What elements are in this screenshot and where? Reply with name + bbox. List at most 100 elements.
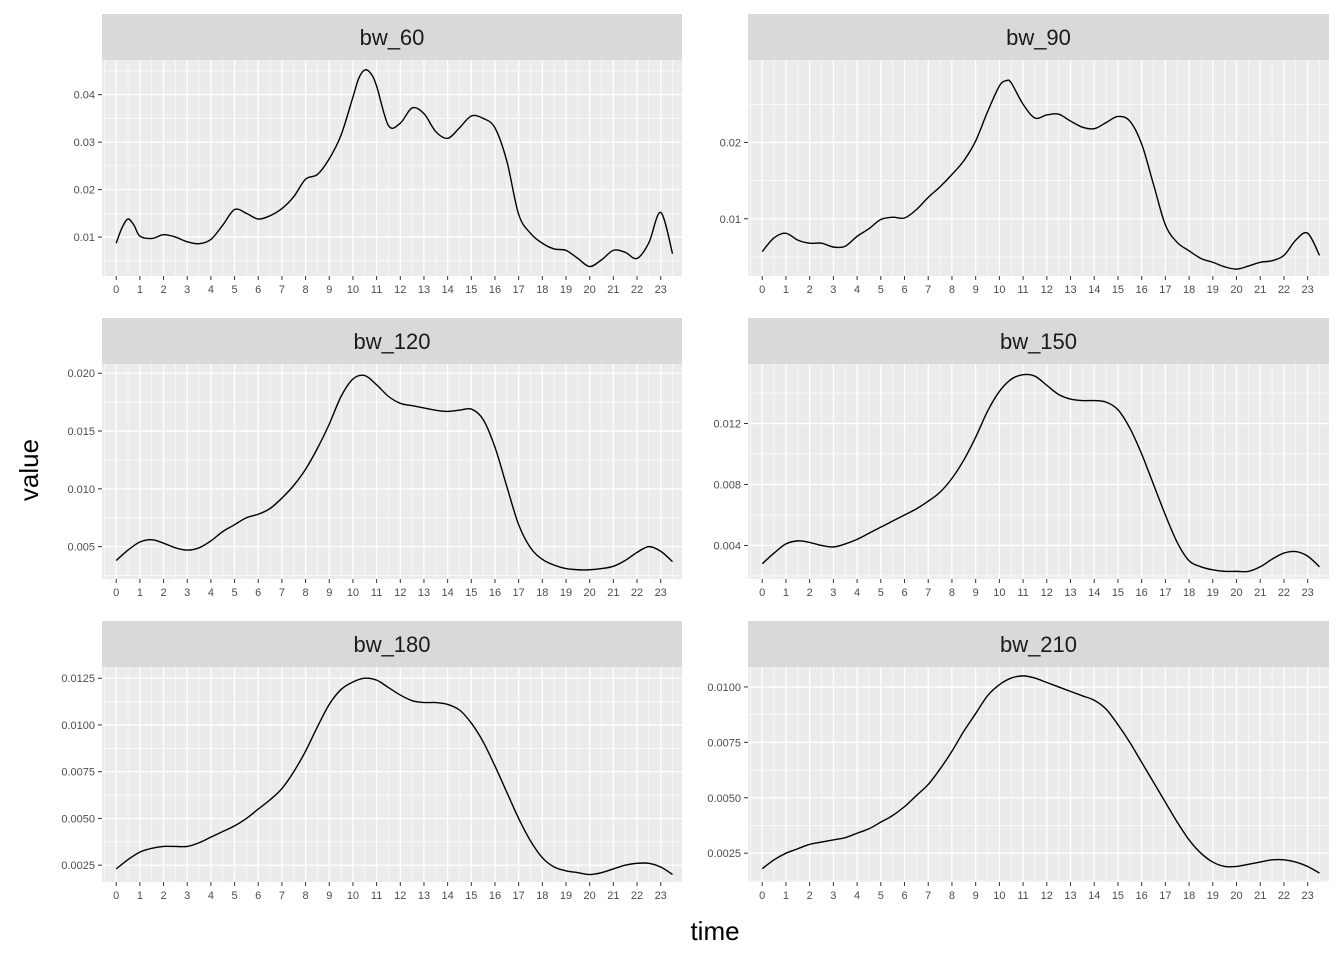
x-tick-label: 12 bbox=[394, 284, 406, 296]
series-line-bw_90 bbox=[761, 79, 1321, 270]
series-line-bw_120 bbox=[115, 374, 673, 571]
x-tick-label: 13 bbox=[1064, 890, 1076, 902]
x-tick-label: 9 bbox=[326, 587, 332, 599]
x-tick-label: 9 bbox=[973, 587, 979, 599]
y-tick-label: 0.0075 bbox=[707, 737, 741, 749]
x-tick-label: 19 bbox=[1207, 890, 1219, 902]
series-line-bw_150 bbox=[761, 373, 1320, 573]
x-tick-label: 9 bbox=[326, 890, 332, 902]
x-tick-label: 22 bbox=[1278, 587, 1290, 599]
y-tick-label: 0.0125 bbox=[61, 673, 95, 685]
x-tick-label: 23 bbox=[1302, 890, 1314, 902]
x-tick-label: 14 bbox=[442, 890, 454, 902]
x-tick-label: 2 bbox=[160, 890, 166, 902]
x-tick-label: 16 bbox=[1136, 890, 1148, 902]
x-tick-label: 19 bbox=[1207, 284, 1219, 296]
facet-title: bw_210 bbox=[1000, 632, 1077, 657]
y-tick-label: 0.015 bbox=[67, 426, 95, 438]
x-tick-label: 7 bbox=[925, 284, 931, 296]
x-tick-label: 8 bbox=[949, 890, 955, 902]
x-tick-label: 16 bbox=[1136, 587, 1148, 599]
x-tick-label: 20 bbox=[584, 284, 596, 296]
x-tick-label: 20 bbox=[1230, 587, 1242, 599]
y-tick-label: 0.0050 bbox=[707, 793, 741, 805]
panel-background bbox=[102, 667, 682, 882]
x-tick-label: 7 bbox=[279, 587, 285, 599]
x-tick-label: 5 bbox=[878, 890, 884, 902]
x-tick-label: 6 bbox=[901, 587, 907, 599]
y-tick-label: 0.005 bbox=[67, 542, 95, 554]
panel-background bbox=[748, 364, 1329, 579]
facet-strip bbox=[102, 14, 682, 60]
y-tick-label: 0.03 bbox=[74, 137, 95, 149]
x-tick-label: 19 bbox=[1207, 587, 1219, 599]
x-tick-label: 21 bbox=[607, 284, 619, 296]
x-tick-label: 14 bbox=[442, 587, 454, 599]
x-tick-label: 9 bbox=[973, 890, 979, 902]
x-tick-label: 5 bbox=[232, 587, 238, 599]
x-tick-label: 3 bbox=[184, 284, 190, 296]
x-tick-label: 17 bbox=[513, 890, 525, 902]
x-tick-label: 22 bbox=[631, 284, 643, 296]
x-tick-label: 14 bbox=[1088, 890, 1100, 902]
facet-title: bw_150 bbox=[1000, 329, 1077, 354]
x-tick-label: 21 bbox=[607, 587, 619, 599]
x-tick-label: 20 bbox=[1230, 890, 1242, 902]
x-tick-label: 18 bbox=[1183, 890, 1195, 902]
x-tick-label: 16 bbox=[489, 890, 501, 902]
x-tick-label: 17 bbox=[513, 284, 525, 296]
x-tick-label: 12 bbox=[394, 890, 406, 902]
x-tick-label: 12 bbox=[1041, 587, 1053, 599]
x-tick-label: 5 bbox=[232, 284, 238, 296]
x-tick-label: 2 bbox=[160, 284, 166, 296]
x-tick-label: 19 bbox=[560, 284, 572, 296]
y-tick-label: 0.0025 bbox=[61, 860, 95, 872]
x-tick-label: 0 bbox=[759, 587, 765, 599]
x-tick-label: 1 bbox=[137, 284, 143, 296]
x-tick-label: 8 bbox=[303, 587, 309, 599]
x-tick-label: 5 bbox=[878, 284, 884, 296]
x-tick-label: 6 bbox=[255, 587, 261, 599]
x-tick-label: 4 bbox=[854, 284, 860, 296]
x-tick-label: 22 bbox=[631, 587, 643, 599]
x-tick-label: 18 bbox=[536, 284, 548, 296]
x-tick-label: 6 bbox=[255, 284, 261, 296]
x-tick-label: 16 bbox=[489, 587, 501, 599]
x-tick-label: 13 bbox=[418, 587, 430, 599]
x-tick-label: 6 bbox=[901, 284, 907, 296]
x-tick-label: 10 bbox=[993, 284, 1005, 296]
x-tick-label: 3 bbox=[830, 284, 836, 296]
x-tick-label: 2 bbox=[807, 587, 813, 599]
x-tick-label: 6 bbox=[901, 890, 907, 902]
panel-background bbox=[102, 364, 682, 579]
y-tick-label: 0.020 bbox=[67, 368, 95, 380]
x-tick-label: 11 bbox=[1017, 284, 1028, 296]
x-tick-label: 1 bbox=[783, 284, 789, 296]
y-tick-label: 0.04 bbox=[74, 90, 95, 102]
series-line-bw_60 bbox=[115, 69, 674, 268]
x-tick-label: 7 bbox=[279, 284, 285, 296]
x-tick-label: 11 bbox=[371, 890, 382, 902]
x-tick-label: 1 bbox=[783, 587, 789, 599]
y-tick-label: 0.010 bbox=[67, 484, 95, 496]
x-tick-label: 15 bbox=[1112, 587, 1124, 599]
panel-background bbox=[748, 667, 1329, 882]
x-tick-label: 3 bbox=[830, 587, 836, 599]
x-tick-label: 5 bbox=[878, 587, 884, 599]
x-tick-label: 13 bbox=[1064, 284, 1076, 296]
x-tick-label: 22 bbox=[631, 890, 643, 902]
x-tick-label: 15 bbox=[465, 587, 477, 599]
x-tick-label: 1 bbox=[137, 890, 143, 902]
x-tick-label: 16 bbox=[489, 284, 501, 296]
x-tick-label: 0 bbox=[759, 890, 765, 902]
x-tick-label: 21 bbox=[1254, 284, 1266, 296]
x-tick-label: 15 bbox=[465, 890, 477, 902]
x-tick-label: 14 bbox=[442, 284, 454, 296]
x-tick-label: 11 bbox=[1017, 890, 1028, 902]
facet-title: bw_120 bbox=[353, 329, 430, 354]
x-tick-label: 11 bbox=[1017, 587, 1028, 599]
x-tick-label: 0 bbox=[113, 284, 119, 296]
